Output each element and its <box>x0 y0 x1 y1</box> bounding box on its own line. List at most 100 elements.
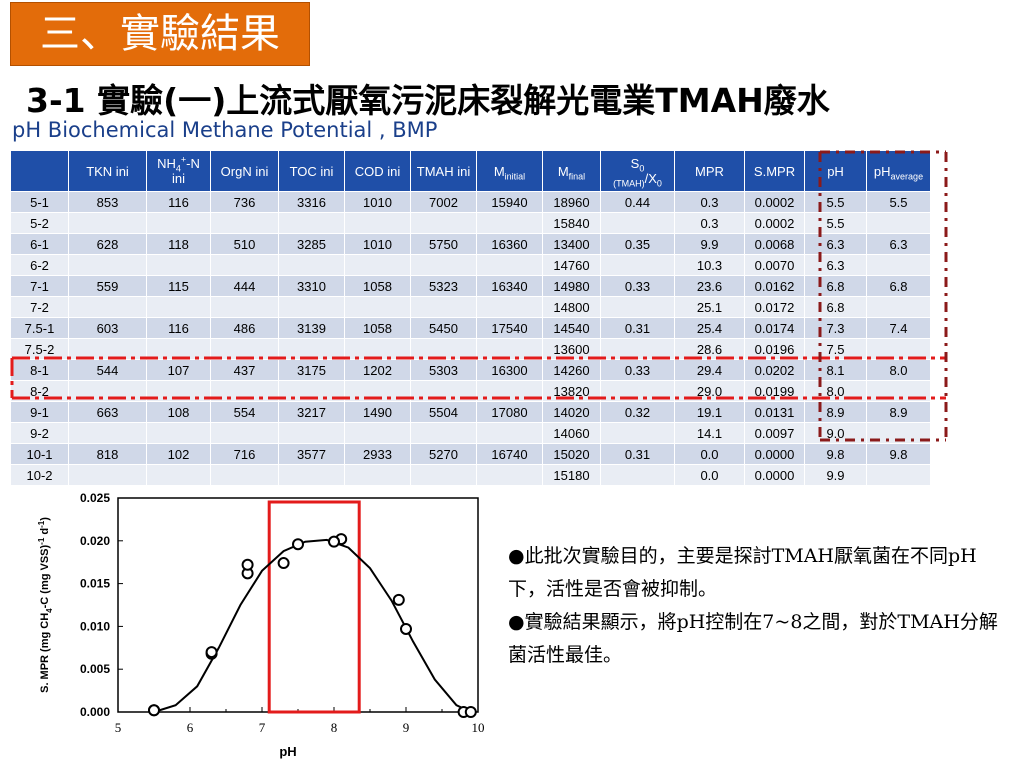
table-cell: 5323 <box>410 275 477 297</box>
table-cell: 2933 <box>344 443 411 465</box>
table-cell: 6.8 <box>804 275 867 297</box>
table-cell <box>146 338 211 360</box>
table-cell <box>410 422 477 444</box>
table-cell: 14800 <box>542 296 601 318</box>
table-cell: 8.9 <box>804 401 867 423</box>
table-cell: 16340 <box>476 275 543 297</box>
x-tick-label: 5 <box>115 720 122 735</box>
header-cell-s0x0: S0 (TMAH)/X0 <box>600 150 675 192</box>
table-cell: 0.0002 <box>744 191 805 213</box>
table-cell <box>344 254 411 276</box>
table-cell: 8.0 <box>804 380 867 402</box>
table-cell <box>68 254 147 276</box>
x-tick-label: 9 <box>403 720 410 735</box>
table-cell: 15940 <box>476 191 543 213</box>
table-cell <box>866 254 931 276</box>
table-cell <box>866 338 931 360</box>
table-cell <box>344 380 411 402</box>
table-cell <box>410 338 477 360</box>
table-cell <box>278 422 345 444</box>
table-cell: 0.0002 <box>744 212 805 234</box>
row-id-cell: 10-2 <box>10 464 69 486</box>
table-cell <box>146 422 211 444</box>
table-cell <box>600 296 675 318</box>
x-tick-label: 7 <box>259 720 266 735</box>
table-cell: 14260 <box>542 359 601 381</box>
table-cell <box>410 254 477 276</box>
table-row: 6-1 628 118 510 3285 1010 5750 16360 13400 0.35 9.… <box>10 233 931 255</box>
table-cell: 7.3 <box>804 317 867 339</box>
table-cell <box>278 338 345 360</box>
table-cell: 14540 <box>542 317 601 339</box>
row-id-cell: 6-1 <box>10 233 69 255</box>
table-cell: 1202 <box>344 359 411 381</box>
y-tick-label: 0.015 <box>80 577 110 591</box>
table-cell: 486 <box>210 317 279 339</box>
table-cell: 0.32 <box>600 401 675 423</box>
optimal-ph-highlight <box>267 500 361 714</box>
table-cell: 3577 <box>278 443 345 465</box>
table-cell: 5.5 <box>866 191 931 213</box>
table-cell: 1490 <box>344 401 411 423</box>
table-cell: 0.33 <box>600 359 675 381</box>
row-id-cell: 9-1 <box>10 401 69 423</box>
table-cell: 3217 <box>278 401 345 423</box>
header-cell-minitial: Minitial <box>476 150 543 192</box>
header-cell-tkn: TKN ini <box>68 150 147 192</box>
table-cell: 25.4 <box>674 317 745 339</box>
table-cell: 628 <box>68 233 147 255</box>
table-cell: 0.0131 <box>744 401 805 423</box>
table-row: 8-1 544 107 437 3175 1202 5303 16300 14260 0.33 29… <box>10 359 931 381</box>
table-cell: 6.8 <box>804 296 867 318</box>
table-cell <box>866 380 931 402</box>
table-cell <box>600 464 675 486</box>
table-cell: 7.4 <box>866 317 931 339</box>
table-cell: 559 <box>68 275 147 297</box>
table-cell <box>600 212 675 234</box>
table-cell <box>476 464 543 486</box>
table-row: 7.5-1 603 116 486 3139 1058 5450 17540 14540 0.31… <box>10 317 931 339</box>
table-cell <box>210 338 279 360</box>
table-cell: 1058 <box>344 317 411 339</box>
table-cell: 6.3 <box>804 233 867 255</box>
y-tick-label: 0.010 <box>80 619 110 633</box>
table-cell: 0.0068 <box>744 233 805 255</box>
conclusion-bullets: ●此批次實驗目的，主要是探討TMAH厭氧菌在不同pH下，活性是否會被抑制。 ●實… <box>508 540 998 672</box>
table-cell: 10.3 <box>674 254 745 276</box>
table-cell: 116 <box>146 317 211 339</box>
header-cell-tmah: TMAH ini <box>410 150 477 192</box>
table-cell: 853 <box>68 191 147 213</box>
table-cell: 1010 <box>344 191 411 213</box>
table-cell: 29.0 <box>674 380 745 402</box>
row-id-cell: 7-1 <box>10 275 69 297</box>
bullet-result: ●實驗結果顯示，將pH控制在7~8之間，對於TMAH分解菌活性最佳。 <box>508 611 998 666</box>
table-header-row: TKN ini NH4+-N ini OrgN ini TOC ini COD i… <box>10 150 931 192</box>
x-tick-label: 10 <box>472 720 485 735</box>
y-tick-label: 0.000 <box>80 705 110 719</box>
table-cell: 15020 <box>542 443 601 465</box>
data-point <box>205 646 218 659</box>
table-cell: 116 <box>146 191 211 213</box>
section-badge: 三、實驗結果 <box>10 2 310 66</box>
table-cell: 23.6 <box>674 275 745 297</box>
table-cell <box>146 380 211 402</box>
table-row: 7.5-2 13600 28.6 0.0196 7.5 <box>10 338 931 360</box>
table-cell: 13600 <box>542 338 601 360</box>
table-row: 5-1 853 116 736 3316 1010 7002 15940 18960 0.44 0.… <box>10 191 931 213</box>
table-cell <box>68 296 147 318</box>
table-cell: 0.0070 <box>744 254 805 276</box>
table-row: 10-1 818 102 716 3577 2933 5270 16740 15020 0.31 0… <box>10 443 931 465</box>
table-cell: 444 <box>210 275 279 297</box>
table-cell <box>476 212 543 234</box>
table-cell <box>866 296 931 318</box>
table-cell: 17080 <box>476 401 543 423</box>
data-point <box>277 557 290 570</box>
table-cell: 0.31 <box>600 443 675 465</box>
table-cell: 0.44 <box>600 191 675 213</box>
table-cell: 8.9 <box>866 401 931 423</box>
table-cell: 16300 <box>476 359 543 381</box>
header-cell-mfinal: Mfinal <box>542 150 601 192</box>
table-cell <box>344 338 411 360</box>
table-cell: 437 <box>210 359 279 381</box>
table-cell <box>476 338 543 360</box>
